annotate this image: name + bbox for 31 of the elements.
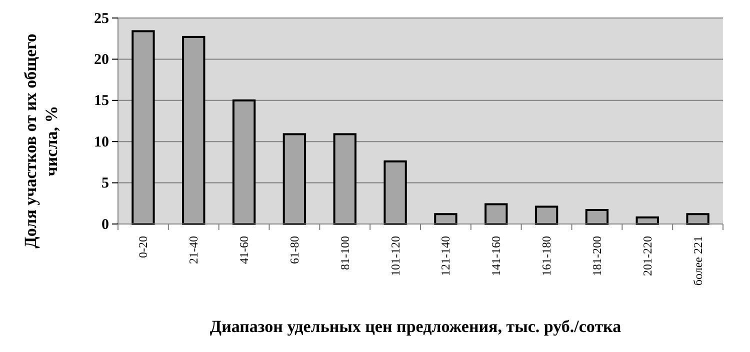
x-tick-label: 21-40 — [186, 236, 201, 264]
x-tick-label: 41-60 — [237, 236, 252, 264]
x-tick-label: 81-100 — [338, 236, 352, 270]
x-tick-label: 181-200 — [590, 236, 604, 276]
bar — [585, 208, 609, 225]
x-tick-label: 0-20 — [136, 236, 150, 258]
y-tick-label: 25 — [94, 10, 109, 27]
y-tick-label: 0 — [102, 216, 109, 233]
bar — [686, 213, 710, 225]
x-tick-label: 121-140 — [438, 236, 453, 276]
bar — [534, 206, 558, 225]
bar — [132, 30, 155, 225]
bar — [434, 213, 458, 225]
y-tick-label: 15 — [94, 93, 109, 110]
x-axis-title: Диапазон удельных цен предложения, тыс. руб./сотка — [210, 317, 622, 336]
x-tick-label: более 221 — [690, 236, 705, 286]
bar — [282, 133, 306, 225]
x-tick-label: 201-220 — [640, 236, 654, 276]
x-tick-label: 61-80 — [287, 236, 302, 264]
bar — [484, 203, 508, 225]
y-axis-title: Доля участков от их общего числа, % — [21, 34, 61, 248]
bar — [333, 133, 356, 225]
bar — [232, 99, 256, 225]
x-tick-label: 141-160 — [489, 236, 504, 276]
x-tick-label: 161-180 — [540, 236, 554, 276]
y-tick-label: 5 — [102, 176, 109, 192]
bar — [384, 160, 407, 225]
bar — [182, 36, 206, 225]
y-tick-label: 20 — [94, 52, 109, 68]
y-tick-label: 10 — [94, 134, 109, 150]
x-tick-label: 101-120 — [388, 236, 402, 276]
